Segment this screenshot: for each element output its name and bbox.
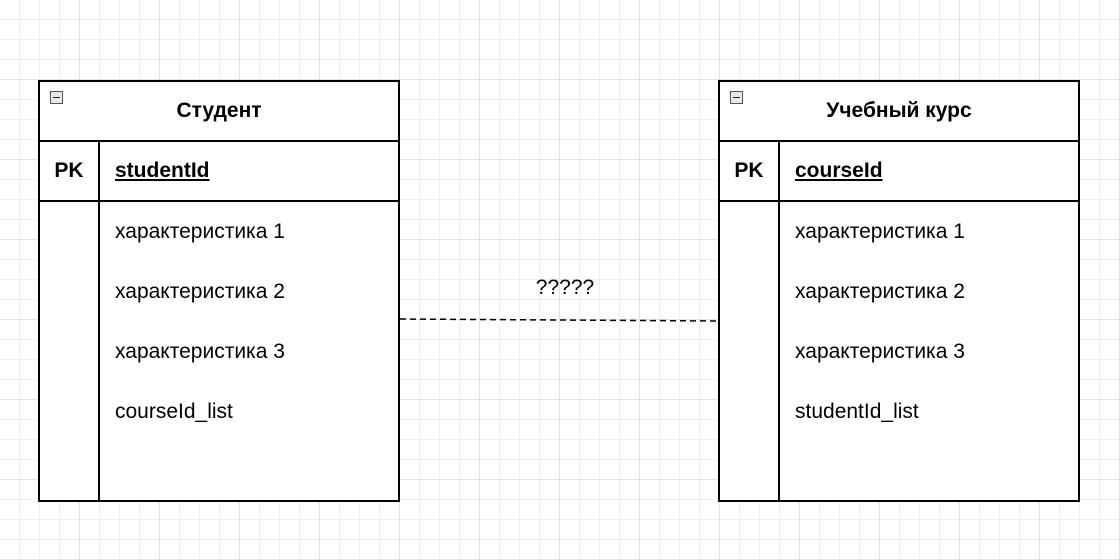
primary-key-name: studentId (115, 159, 210, 182)
attribute-row: характеристика 1 (795, 220, 965, 243)
primary-key-row: PK courseId (720, 142, 1078, 202)
primary-key-row: PK studentId (40, 142, 398, 202)
column-divider (778, 142, 780, 500)
entity-title: Учебный курс (826, 99, 972, 122)
attribute-row: характеристика 2 (795, 280, 965, 303)
key-label: PK (734, 159, 764, 182)
key-label: PK (54, 159, 84, 182)
attribute-row: характеристика 3 (115, 340, 285, 363)
entity-title: Студент (176, 99, 262, 122)
relationship-line (399, 318, 719, 322)
attribute-row: характеристика 1 (115, 220, 285, 243)
collapse-icon[interactable] (50, 91, 63, 104)
entity-header: Учебный курс (720, 82, 1078, 142)
relationship-label: ????? (535, 276, 595, 299)
entity-student[interactable]: Студент PK studentId характеристика 1 ха… (38, 80, 400, 502)
attribute-row: характеристика 2 (115, 280, 285, 303)
primary-key-name: courseId (795, 159, 883, 182)
attribute-row: courseId_list (115, 400, 233, 423)
entity-header: Студент (40, 82, 398, 142)
entity-course[interactable]: Учебный курс PK courseId характеристика … (718, 80, 1080, 502)
column-divider (98, 142, 100, 500)
attribute-row: характеристика 3 (795, 340, 965, 363)
collapse-icon[interactable] (730, 91, 743, 104)
attribute-row: studentId_list (795, 400, 919, 423)
